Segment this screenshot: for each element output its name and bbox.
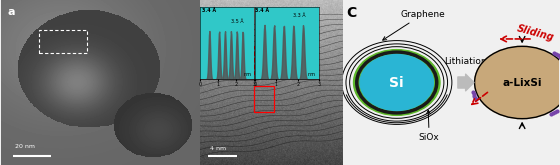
Text: 3.3 Å: 3.3 Å xyxy=(293,14,306,18)
Text: nm: nm xyxy=(243,72,251,77)
Text: 4 nm: 4 nm xyxy=(210,146,226,151)
Text: SiOx: SiOx xyxy=(419,110,440,142)
Text: a-LixSi: a-LixSi xyxy=(502,78,542,87)
Text: 3.4 Å: 3.4 Å xyxy=(202,8,216,13)
FancyArrowPatch shape xyxy=(458,74,474,91)
Circle shape xyxy=(474,46,560,119)
Circle shape xyxy=(353,50,440,115)
Text: a: a xyxy=(7,7,15,17)
Text: 20 nm: 20 nm xyxy=(15,144,35,149)
Text: 3.5 Å: 3.5 Å xyxy=(231,19,244,24)
Text: Lithiation: Lithiation xyxy=(445,57,487,66)
Text: b: b xyxy=(204,7,212,17)
Circle shape xyxy=(360,55,433,110)
Text: nm: nm xyxy=(307,72,316,77)
Text: Sliding: Sliding xyxy=(516,23,556,43)
Text: 3.4 Å: 3.4 Å xyxy=(255,8,269,13)
Text: C: C xyxy=(346,6,356,20)
Text: Graphene: Graphene xyxy=(382,10,445,40)
Text: Si: Si xyxy=(389,76,404,89)
